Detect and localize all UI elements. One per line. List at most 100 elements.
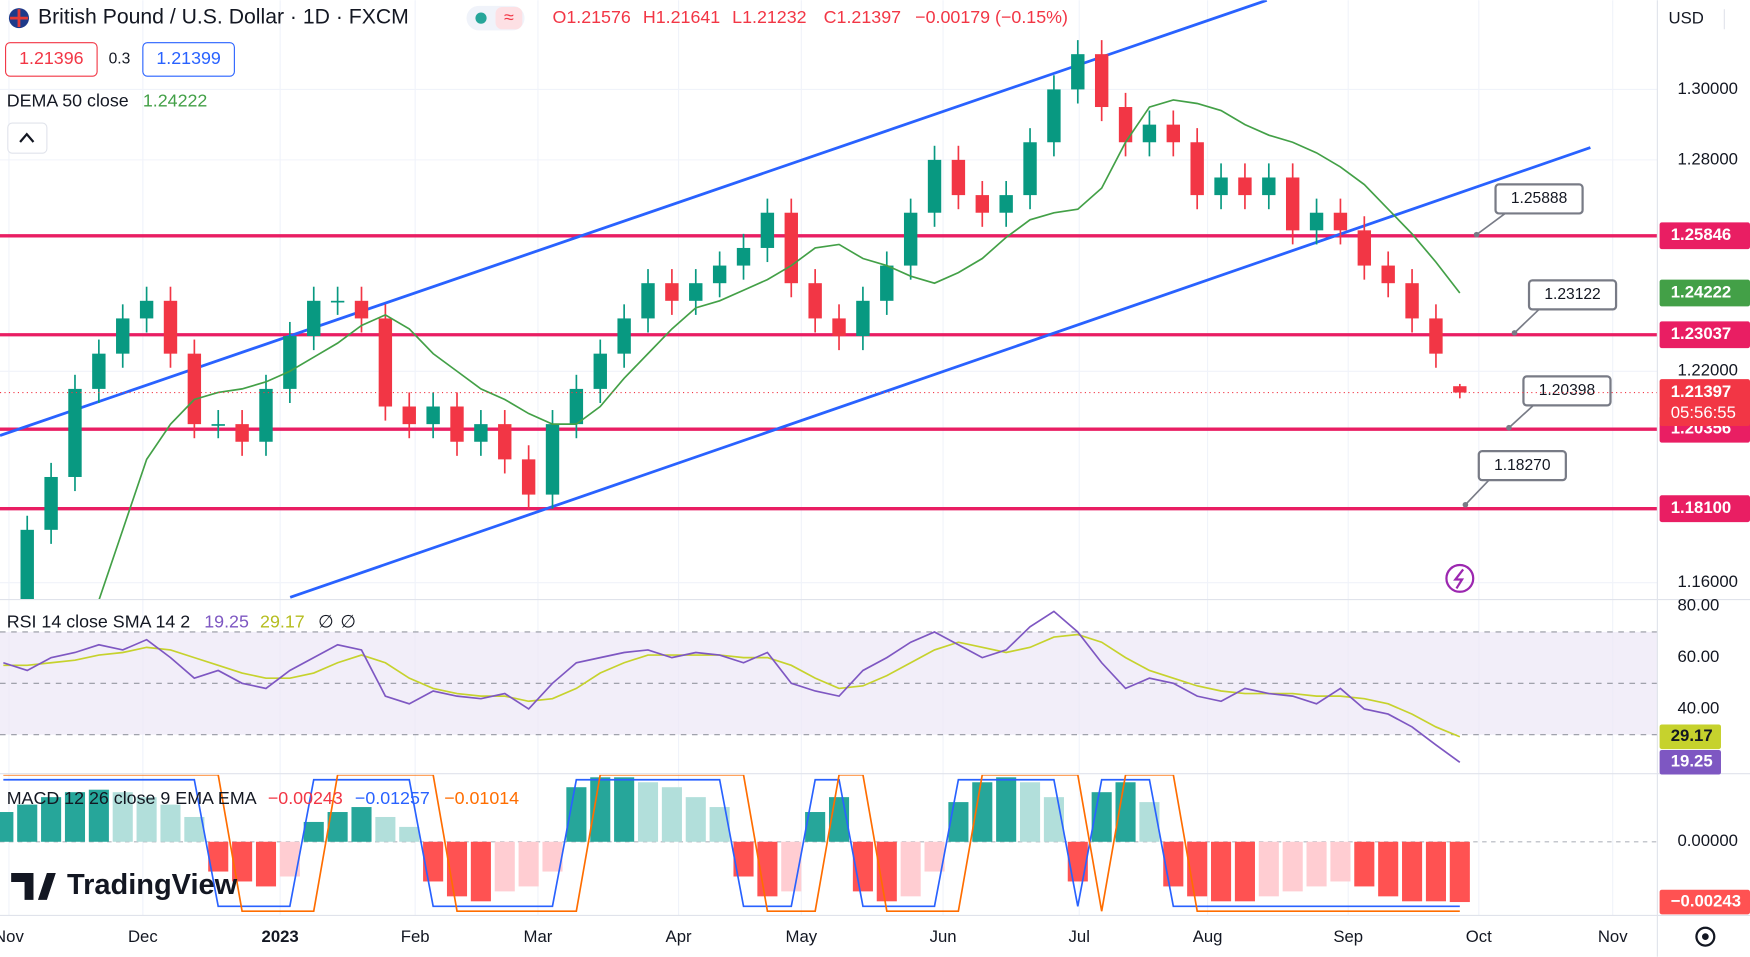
- macd-line: [3, 778, 1460, 908]
- currency: USD: [1669, 9, 1704, 28]
- ohlc-low: L1.21232: [732, 7, 807, 27]
- macd-hist-bar: [64, 792, 86, 842]
- x-tick-label: Dec: [128, 927, 158, 946]
- candle-body: [736, 247, 751, 266]
- macd-hist-bar: [1019, 782, 1041, 842]
- x-tick-label: Oct: [1466, 927, 1492, 946]
- callout-anchor: [1473, 231, 1480, 238]
- events-icon[interactable]: [1445, 563, 1475, 593]
- macd-axis-box: [1659, 889, 1750, 915]
- macd-axis-text: −0.00243: [1671, 891, 1741, 910]
- macd-hist-bar: [470, 841, 491, 902]
- candle-body: [880, 265, 894, 301]
- dema-title: DEMA 50 close: [7, 91, 129, 111]
- x-tick-label: Jul: [1069, 927, 1090, 946]
- rsi-title: RSI 14 close SMA 14 2: [7, 612, 191, 632]
- macd-hist-bar: [327, 812, 348, 842]
- candle-body: [712, 265, 727, 284]
- candle-body: [1357, 230, 1372, 266]
- candle-body: [235, 424, 249, 442]
- x-tick-label: Nov: [1598, 927, 1628, 946]
- candle-body: [1142, 124, 1157, 143]
- rsi-pane: [0, 610, 1658, 763]
- channel-upper: [0, 0, 1268, 437]
- level-axis-label: [1659, 222, 1750, 250]
- ohlc-open: O1.21576: [552, 7, 630, 27]
- candle-body: [1333, 212, 1348, 231]
- level-axis-label: [1659, 495, 1750, 523]
- candle-body: [354, 300, 369, 319]
- x-tick-label: Aug: [1193, 927, 1223, 946]
- signal-line: [3, 774, 1460, 913]
- candle-body: [903, 212, 918, 266]
- callout-box: [1522, 375, 1612, 407]
- x-tick-label: Jun: [930, 927, 957, 946]
- macd-hist-bar: [996, 777, 1017, 842]
- macd-hist-bar: [685, 797, 706, 842]
- candle-body: [1453, 386, 1467, 393]
- callout-pointer: [1464, 478, 1491, 506]
- candle-body: [593, 353, 607, 389]
- macd-hist-bar: [805, 812, 826, 842]
- rsi-tick-label: 80.00: [1677, 596, 1719, 615]
- collapse-button[interactable]: [7, 122, 48, 154]
- macd-tick-label: 0.00000: [1677, 831, 1738, 850]
- callout-pointer: [1508, 403, 1536, 429]
- rsi-axis-text: 19.25: [1671, 752, 1713, 771]
- flag-cross: [10, 9, 28, 28]
- buy-button[interactable]: [142, 42, 235, 77]
- candle-body: [665, 283, 679, 301]
- price-pane: 1.25888 1.23122 1.20398 1.18270: [0, 40, 1658, 600]
- candle-body: [1214, 177, 1228, 196]
- macd-hist-bar: [1449, 841, 1470, 903]
- macd-hist-bar: [0, 812, 14, 842]
- x-tick-label: Mar: [524, 927, 553, 946]
- candle-body: [20, 529, 34, 600]
- macd-hist-bar: [88, 789, 109, 842]
- dema-value: 1.24222: [143, 91, 208, 111]
- channel-lower: [289, 146, 1591, 599]
- level-axis-text: 1.25846: [1671, 225, 1732, 244]
- macd-hist-bar: [1425, 841, 1446, 902]
- rsi-axis-box: [1659, 724, 1721, 750]
- settings-dot: [1702, 933, 1709, 940]
- macd-title: MACD 12 26 close 9 EMA EMA: [7, 788, 257, 808]
- brand-logo: [11, 873, 56, 900]
- macd-hist-bar: [733, 841, 754, 877]
- callout-pointer: [1476, 211, 1508, 236]
- macd-hist-bar: [1330, 841, 1351, 882]
- x-tick-label: Feb: [401, 927, 430, 946]
- macd-hist-bar: [17, 804, 38, 842]
- sell-price: 1.21396: [19, 48, 84, 68]
- callout-text: 1.18270: [1494, 457, 1551, 474]
- callout-box: [1527, 279, 1618, 311]
- macd-hist-bar: [351, 807, 372, 842]
- sell-button[interactable]: [5, 42, 98, 77]
- dema-axis-text: 1.24222: [1671, 282, 1732, 301]
- candle-body: [68, 388, 82, 477]
- macd-hist-bar: [375, 816, 396, 842]
- dema-axis-box: [1659, 279, 1750, 307]
- callout-text: 1.20398: [1539, 382, 1595, 399]
- macd-hist-bar: [255, 841, 277, 887]
- candle-body: [1381, 265, 1395, 284]
- candle-body: [521, 459, 536, 495]
- macd-value: −0.01257: [355, 788, 430, 808]
- settings-icon[interactable]: [1695, 926, 1716, 947]
- callout-anchor: [1462, 501, 1469, 508]
- candle-body: [44, 476, 58, 530]
- macd-hist-bar: [184, 816, 205, 842]
- level-axis-label: [1659, 321, 1750, 349]
- candle-body: [307, 300, 321, 337]
- delay-badge: [495, 6, 523, 30]
- macd-hist-bar: [279, 841, 300, 877]
- candle-body: [139, 300, 154, 319]
- callout-box: [1477, 450, 1567, 482]
- rsi-value: 19.25: [204, 612, 249, 632]
- macd-hist-bar: [399, 826, 420, 842]
- candle-body: [641, 283, 655, 319]
- candle-body: [617, 318, 631, 354]
- macd-hist-bar: [637, 782, 659, 842]
- candle-body: [951, 159, 966, 196]
- macd-hist-bar: [1211, 841, 1232, 902]
